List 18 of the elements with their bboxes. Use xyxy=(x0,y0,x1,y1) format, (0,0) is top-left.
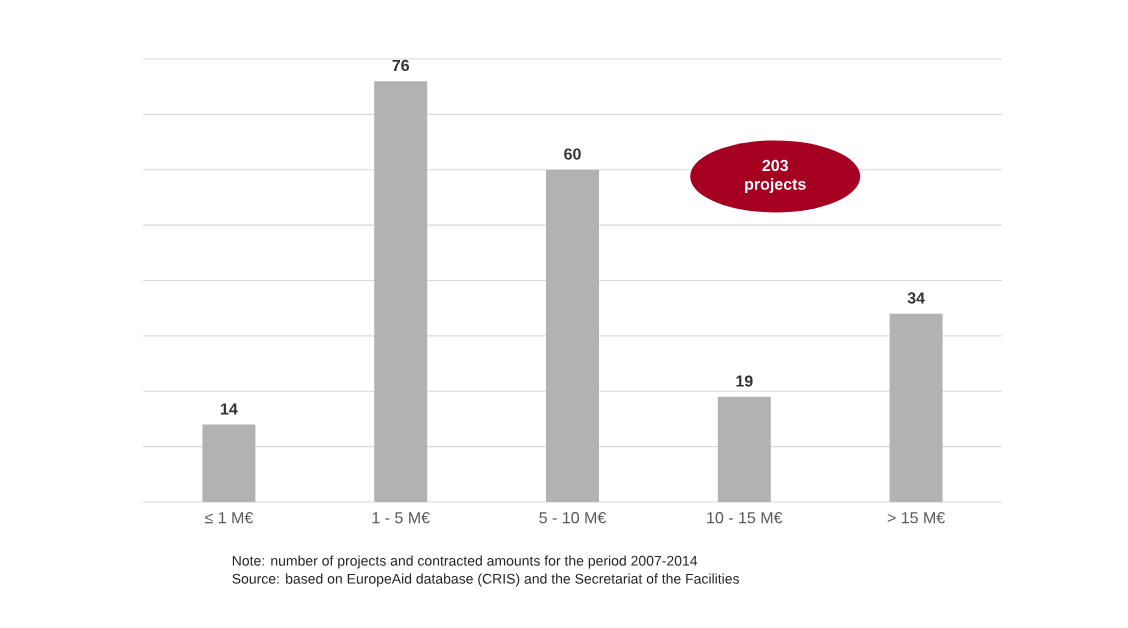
bar xyxy=(546,169,599,502)
x-tick-label: ≤ 1 M€ xyxy=(205,512,254,524)
source-note: Source: based on EuropeAid database (CRIS) and the Secretariat of the Facilities xyxy=(232,573,740,587)
text: Note: number of projects and contracted amounts for the period 2007-2014 xyxy=(232,555,698,569)
bar xyxy=(374,81,428,502)
data-label: 34 xyxy=(907,292,925,304)
bar xyxy=(717,396,771,502)
data-label: 76 xyxy=(392,59,410,72)
bar xyxy=(202,424,256,502)
data-label: 14 xyxy=(221,403,238,415)
x-tick-label: 10 - 15 M€ xyxy=(707,512,783,524)
data-label: 19 xyxy=(736,375,753,387)
data-label: 60 xyxy=(564,148,581,160)
x-tick-label: 1 - 5 M€ xyxy=(372,512,430,524)
x-tick-label: 5 - 10 M€ xyxy=(539,512,607,524)
annotation: 203 projects xyxy=(745,159,806,193)
x-tick-label: > 15 M€ xyxy=(887,512,945,524)
bar xyxy=(889,313,943,502)
